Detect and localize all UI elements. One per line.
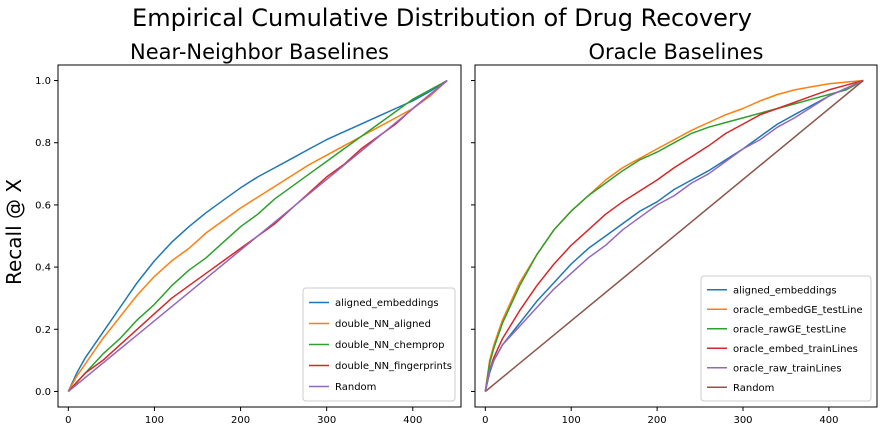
oracle-legend-label: Random (733, 383, 774, 394)
near-neighbor-series-line-double-nn-aligned (67, 79, 448, 392)
oracle-legend-box (700, 275, 872, 402)
oracle-series-line-oracle-embedge-testline (484, 79, 864, 392)
oracle-x-tick-label: 100 (562, 415, 581, 426)
oracle-chart-title: Oracle Baselines (589, 40, 764, 64)
oracle-series-line-oracle-raw-trainlines (484, 79, 864, 392)
near-neighbor-y-tick-label: 1.0 (35, 76, 51, 87)
near-neighbor-series-line-double-nn-chemprop (67, 79, 448, 393)
figure-suptitle: Empirical Cumulative Distribution of Dru… (132, 4, 752, 32)
near-neighbor-chart-title: Near-Neighbor Baselines (130, 40, 389, 64)
oracle-x-tick-label: 400 (819, 415, 838, 426)
oracle-chart: Oracle Baselines 0 100 200 300 400 aligned_emb… (471, 40, 878, 426)
near-neighbor-legend-label: double_NN_fingerprints (335, 361, 452, 372)
near-neighbor-y-tick-label: 0.0 (35, 387, 51, 398)
near-neighbor-series-line-aligned-embeddings (67, 79, 448, 392)
near-neighbor-legend-label: aligned_embeddings (335, 298, 439, 309)
oracle-legend-label: aligned_embeddings (733, 285, 837, 296)
oracle-x-tick-label: 0 (482, 415, 488, 426)
near-neighbor-series-line-random (67, 79, 448, 393)
near-neighbor-legend-label: double_NN_aligned (335, 319, 431, 330)
oracle-legend: aligned_embeddings oracle_embedGE_testLin… (700, 275, 872, 402)
near-neighbor-x-tick-label: 200 (231, 415, 250, 426)
near-neighbor-legend-label: double_NN_chemprop (335, 340, 444, 351)
oracle-x-tick-label: 200 (648, 415, 667, 426)
near-neighbor-x-tick-label: 100 (145, 415, 164, 426)
shared-y-axis-label: Recall @ X (2, 179, 26, 285)
oracle-legend-label: oracle_raw_trainLines (733, 363, 842, 374)
near-neighbor-x-tick-label: 300 (317, 415, 336, 426)
near-neighbor-y-tick-label: 0.6 (35, 200, 51, 211)
oracle-x-tick-label: 300 (733, 415, 752, 426)
near-neighbor-y-tick-label: 0.8 (35, 138, 51, 149)
oracle-legend-label: oracle_rawGE_testLine (733, 324, 846, 335)
near-neighbor-legend: aligned_embeddings double_NN_aligneddoubl… (302, 287, 456, 402)
oracle-legend-label: oracle_embedGE_testLine (733, 305, 863, 316)
oracle-series-line-oracle-embed-trainlines (484, 79, 864, 392)
oracle-series-line-oracle-rawge-testline (484, 79, 864, 392)
near-neighbor-legend-box (302, 287, 456, 402)
near-neighbor-chart: Near-Neighbor Baselines 0 100 200 300 400 0.0 0… (35, 40, 462, 426)
near-neighbor-y-tick-label: 0.2 (35, 325, 51, 336)
oracle-series-line-random (484, 79, 864, 393)
near-neighbor-legend-label: Random (335, 382, 376, 393)
oracle-legend-label: oracle_embed_trainLines (733, 344, 858, 355)
oracle-series-line-aligned-embeddings (484, 79, 864, 392)
near-neighbor-y-tick-label: 0.4 (35, 263, 51, 274)
near-neighbor-x-tick-label: 0 (65, 415, 71, 426)
near-neighbor-x-tick-label: 400 (403, 415, 422, 426)
